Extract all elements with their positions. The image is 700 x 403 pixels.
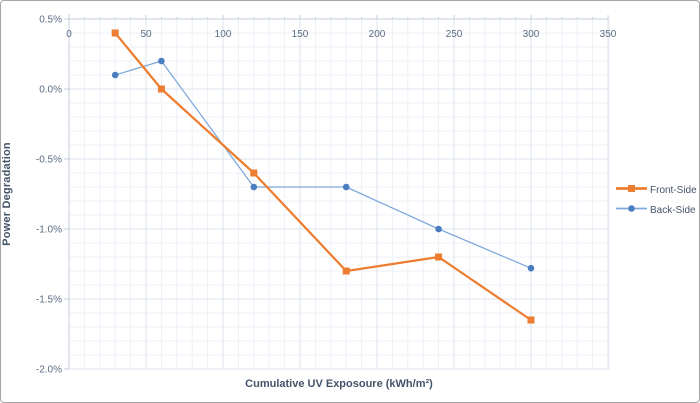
back-side-point-marker — [158, 57, 165, 65]
svg-text:200: 200 — [369, 29, 386, 40]
svg-text:0.5%: 0.5% — [39, 15, 62, 26]
svg-text:0.0%: 0.0% — [39, 85, 62, 96]
front-side-point-marker — [111, 29, 119, 37]
svg-text:350: 350 — [600, 29, 617, 40]
front-side-point-marker — [157, 85, 165, 93]
legend-label-front-side: Front-Side — [650, 184, 697, 196]
svg-text:50: 50 — [140, 29, 152, 40]
svg-text:0: 0 — [66, 29, 72, 40]
axis-lines — [64, 14, 609, 370]
front-side-point-marker — [527, 316, 535, 324]
svg-text:250: 250 — [446, 29, 463, 40]
svg-text:-0.5%: -0.5% — [36, 155, 62, 166]
legend-entry-back-side[interactable]: Back-Side — [616, 202, 697, 218]
legend-entry-front-side[interactable]: Front-Side — [616, 182, 697, 198]
x-tick-labels: 0 50 100 150 200 250 300 350 — [66, 29, 617, 40]
back-side-point-marker — [435, 225, 442, 233]
svg-text:-2.0%: -2.0% — [36, 365, 62, 376]
front-side-point-marker — [342, 267, 350, 275]
back-side-point-marker — [527, 264, 535, 272]
back-side-point-marker — [111, 71, 119, 79]
legend-label-back-side: Back-Side — [650, 204, 696, 216]
back-side-point-marker — [342, 183, 350, 191]
back-side-line-marker-icon — [616, 201, 647, 219]
svg-text:150: 150 — [292, 29, 309, 40]
svg-text:100: 100 — [215, 29, 232, 40]
series-front-side[interactable] — [111, 29, 535, 324]
y-tick-labels: 0.5% 0.0% -0.5% -1.0% -1.5% -2.0% — [36, 15, 62, 376]
x-axis-title[interactable]: Cumulative UV Exposoure (kWh/m²) — [245, 378, 433, 390]
back-side-point-marker — [250, 183, 258, 191]
front-side-line-marker-icon — [616, 181, 647, 199]
front-side-point-marker — [250, 169, 258, 177]
svg-text:-1.0%: -1.0% — [36, 225, 62, 236]
series-back-side[interactable] — [111, 57, 535, 272]
front-side-point-marker — [435, 253, 443, 261]
y-axis-title[interactable]: Power Degradation — [1, 142, 13, 246]
svg-text:300: 300 — [523, 29, 540, 40]
legend: Front-Side Back-Side — [616, 182, 697, 218]
svg-text:-1.5%: -1.5% — [36, 295, 62, 306]
